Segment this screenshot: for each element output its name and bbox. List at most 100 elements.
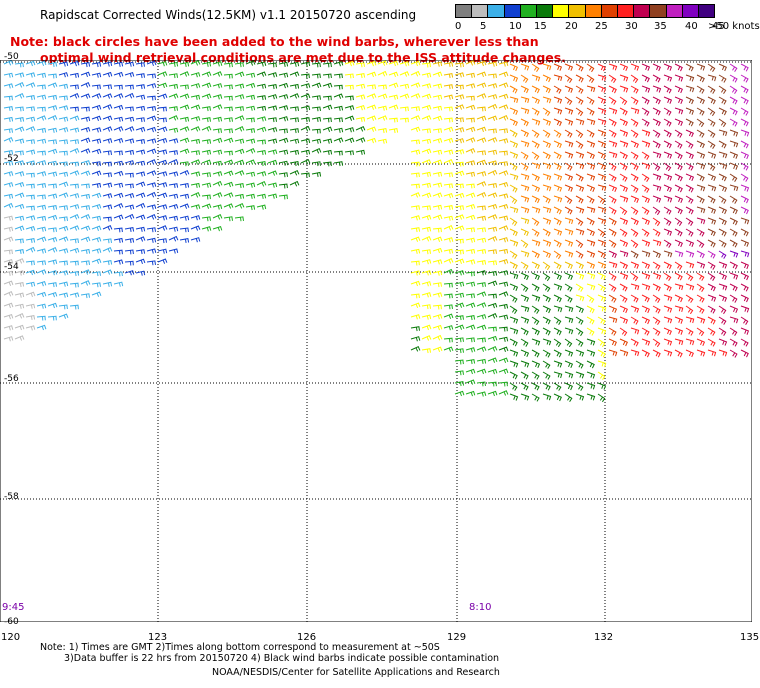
wind-barb	[498, 390, 509, 396]
wind-barb	[630, 118, 639, 127]
wind-barb	[564, 382, 573, 391]
wind-barb	[245, 205, 256, 211]
wind-barb	[498, 104, 509, 110]
wind-barb	[113, 170, 124, 177]
wind-barb	[564, 349, 574, 357]
wind-barb	[25, 291, 36, 298]
wind-barb	[630, 107, 640, 115]
wind-barb	[465, 259, 476, 265]
wind-barb	[410, 93, 421, 99]
wind-barb	[245, 193, 256, 199]
wind-barb	[498, 357, 509, 363]
wind-barb	[685, 206, 694, 215]
wind-barb	[740, 118, 749, 127]
wind-barb	[289, 128, 299, 134]
wind-barb	[278, 82, 289, 89]
wind-barb	[520, 316, 530, 324]
wind-barb	[740, 162, 749, 171]
wind-barb	[267, 117, 277, 123]
wind-barb	[47, 62, 58, 67]
wind-barb	[487, 326, 497, 332]
wind-barb	[168, 83, 179, 89]
wind-barb	[234, 148, 245, 155]
wind-barb	[553, 85, 562, 94]
wind-barb	[520, 272, 529, 281]
wind-barb	[652, 327, 661, 336]
wind-barb	[586, 195, 595, 204]
wind-barb	[553, 371, 563, 379]
wind-barb	[212, 204, 223, 210]
wind-barb	[564, 261, 573, 270]
wind-barb	[476, 205, 486, 211]
legend-swatch	[584, 4, 602, 18]
wind-barb	[663, 129, 672, 138]
wind-barb	[542, 283, 551, 292]
wind-barb	[652, 173, 662, 181]
wind-barb	[190, 171, 201, 177]
wind-barb	[322, 138, 333, 144]
wind-barb	[289, 149, 300, 155]
wind-barbs	[3, 60, 750, 403]
wind-barb	[729, 272, 739, 280]
wind-barb	[443, 258, 454, 264]
wind-barb	[685, 195, 694, 204]
wind-barb	[454, 170, 465, 177]
legend-swatch	[471, 4, 489, 18]
wind-barb	[476, 358, 487, 364]
wind-barb	[3, 182, 14, 188]
wind-barb	[641, 195, 650, 204]
wind-barb	[465, 293, 475, 299]
wind-barb	[91, 84, 101, 90]
wind-barb	[564, 195, 573, 204]
wind-barb	[498, 381, 508, 387]
wind-barb	[553, 327, 562, 336]
wind-barb	[289, 61, 300, 67]
wind-barb	[476, 126, 487, 133]
wind-barb	[454, 127, 465, 133]
wind-barb	[421, 324, 432, 331]
wind-barb	[135, 126, 146, 133]
wind-barb	[498, 368, 509, 374]
wind-barb	[443, 205, 454, 211]
wind-barb	[443, 313, 454, 319]
wind-barb	[278, 94, 289, 100]
wind-barb	[498, 248, 509, 255]
wind-barb	[113, 84, 123, 90]
wind-barb	[696, 283, 705, 292]
wind-barb	[729, 294, 738, 303]
wind-barb	[80, 62, 91, 68]
wind-barb	[476, 324, 487, 331]
wind-barb	[729, 107, 738, 116]
wind-barb	[58, 171, 69, 177]
wind-barb	[740, 217, 750, 225]
wind-barb	[685, 129, 694, 138]
wind-barb	[476, 171, 487, 177]
wind-barb	[729, 261, 738, 270]
wind-barb	[718, 316, 727, 325]
wind-barb	[69, 139, 79, 145]
wind-barb	[608, 140, 618, 148]
wind-barb	[476, 137, 487, 143]
wind-barb	[267, 159, 278, 166]
wind-barb	[531, 272, 540, 281]
wind-barb	[267, 94, 278, 100]
wind-barb	[663, 173, 673, 181]
wind-barb	[69, 271, 80, 277]
wind-barb	[641, 294, 650, 303]
wind-barb	[663, 206, 672, 215]
wind-barb	[58, 270, 69, 276]
wind-barb	[707, 327, 716, 336]
wind-barb	[575, 96, 584, 105]
wind-barb	[542, 118, 552, 126]
wind-barb	[641, 338, 651, 346]
wind-barb	[520, 261, 529, 270]
wind-barb	[91, 182, 102, 188]
wind-barb	[553, 74, 563, 82]
legend-swatch	[617, 4, 635, 18]
wind-barb	[3, 215, 14, 221]
wind-barb	[498, 193, 509, 199]
wind-barb	[190, 104, 201, 111]
wind-barb	[718, 63, 727, 72]
wind-barb	[520, 393, 530, 401]
wind-barb	[443, 268, 454, 275]
